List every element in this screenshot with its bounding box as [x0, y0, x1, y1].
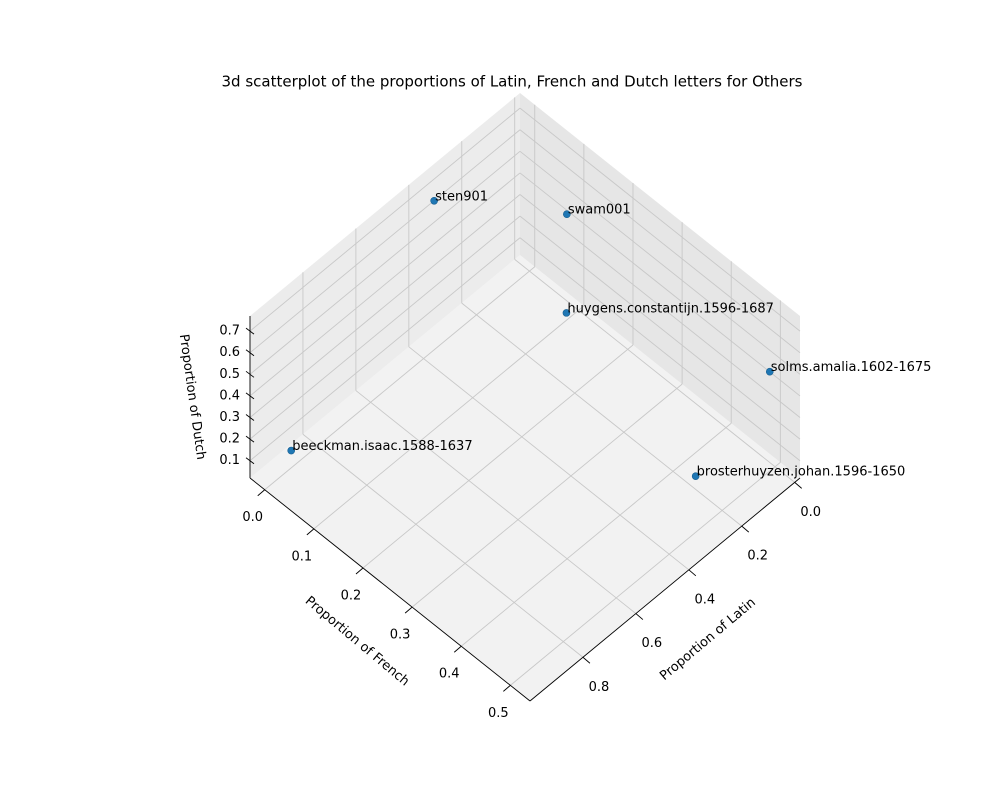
z-tick-label: 0.3 — [219, 410, 240, 425]
y-tick-label: 0.5 — [488, 706, 509, 721]
grid-line — [264, 266, 536, 491]
grid-line — [461, 302, 743, 527]
tick-mark — [635, 613, 644, 620]
z-tick-label: 0.5 — [219, 367, 240, 382]
point-label: beeckman.isaac.1588-1637 — [292, 439, 472, 454]
grid-line — [249, 107, 521, 332]
tick-mark — [355, 567, 364, 575]
y-tick-label: 0.4 — [439, 667, 460, 682]
y-axis-line — [249, 477, 531, 702]
grid-line — [519, 237, 801, 462]
grid-line — [519, 194, 801, 418]
point-label: huygens.constantijn.1596-1687 — [567, 301, 774, 316]
grid-line — [519, 150, 801, 375]
tick-mark — [306, 528, 315, 536]
point-label: solms.amalia.1602-1675 — [771, 360, 932, 375]
point-label: swam001 — [568, 203, 631, 218]
tick-mark — [688, 569, 697, 577]
z-tick-label: 0.4 — [219, 388, 240, 403]
grid-line — [408, 346, 690, 571]
y-tick-label: 0.3 — [390, 628, 411, 643]
z-tick-label: 0.6 — [219, 345, 240, 360]
z-tick-label: 0.7 — [219, 324, 240, 339]
tick-mark — [741, 525, 750, 533]
z-tick-label: 0.2 — [219, 432, 240, 447]
grid-line — [519, 107, 801, 332]
floor-pane — [250, 255, 800, 701]
x-tick-label: 0.4 — [694, 592, 715, 607]
right-pane — [520, 93, 800, 478]
data-point — [562, 309, 571, 317]
tick-mark — [582, 656, 591, 664]
grid-line — [411, 383, 683, 608]
data-point — [765, 367, 774, 376]
x-tick-label: 0.8 — [589, 680, 610, 695]
y-tick-label: 0.1 — [292, 549, 313, 564]
x-axis-line — [529, 477, 801, 702]
grid-line — [362, 344, 634, 569]
chart-title: 3d scatterplot of the proportions of Lat… — [222, 73, 803, 91]
left-pane — [250, 93, 520, 478]
tick-mark — [503, 685, 511, 692]
grid-line — [519, 215, 801, 440]
data-point — [691, 472, 700, 480]
grid-line — [249, 237, 521, 462]
x-tick-label: 0.2 — [747, 549, 768, 564]
grid-line — [249, 150, 521, 375]
grid-line — [355, 390, 637, 614]
x-tick-label: 0.6 — [642, 636, 663, 651]
data-point — [563, 210, 571, 219]
grid-line — [249, 215, 521, 440]
grid-line — [302, 433, 584, 658]
z-axis-title: Proportion of Dutch — [176, 333, 208, 460]
grid-line — [249, 172, 521, 397]
grid-line — [514, 259, 795, 483]
grid-line — [313, 305, 585, 530]
y-tick-label: 0.0 — [242, 510, 263, 525]
data-point — [430, 196, 438, 205]
x-axis-title: Proportion of Latin — [657, 595, 759, 684]
z-tick-label: 0.1 — [219, 453, 240, 468]
grid-line — [460, 422, 732, 647]
y-tick-label: 0.2 — [341, 588, 362, 603]
point-label: brosterhuyzen.johan.1596-1650 — [697, 465, 906, 480]
x-tick-label: 0.0 — [800, 505, 821, 520]
tick-mark — [404, 606, 413, 614]
point-label: sten901 — [435, 189, 488, 204]
data-point — [287, 446, 296, 455]
grid-line — [249, 194, 521, 418]
tick-mark — [257, 489, 266, 497]
grid-line — [249, 129, 521, 354]
grid-line — [519, 172, 801, 397]
tick-mark — [794, 482, 802, 489]
tick-mark — [453, 645, 462, 653]
grid-line — [519, 129, 801, 354]
grid-line — [510, 462, 781, 686]
